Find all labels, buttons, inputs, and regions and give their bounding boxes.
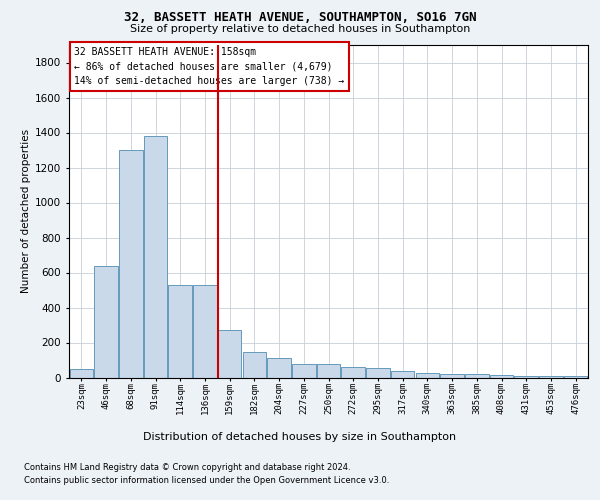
- Bar: [539, 376, 563, 378]
- Text: Contains HM Land Registry data © Crown copyright and database right 2024.: Contains HM Land Registry data © Crown c…: [24, 462, 350, 471]
- Text: Distribution of detached houses by size in Southampton: Distribution of detached houses by size …: [143, 432, 457, 442]
- Bar: [564, 376, 587, 378]
- Bar: [341, 367, 365, 378]
- Bar: [317, 364, 340, 378]
- Bar: [366, 368, 389, 378]
- Bar: [292, 364, 316, 378]
- Text: Contains public sector information licensed under the Open Government Licence v3: Contains public sector information licen…: [24, 476, 389, 485]
- Bar: [391, 371, 415, 378]
- Bar: [193, 285, 217, 378]
- Bar: [242, 352, 266, 378]
- Bar: [490, 376, 513, 378]
- Bar: [440, 374, 464, 378]
- Bar: [416, 372, 439, 378]
- Bar: [218, 330, 241, 378]
- Bar: [144, 136, 167, 378]
- Bar: [169, 285, 192, 378]
- Bar: [119, 150, 143, 378]
- Text: Size of property relative to detached houses in Southampton: Size of property relative to detached ho…: [130, 24, 470, 34]
- Y-axis label: Number of detached properties: Number of detached properties: [21, 129, 31, 294]
- Bar: [94, 266, 118, 378]
- Bar: [268, 358, 291, 378]
- Bar: [514, 376, 538, 378]
- Bar: [70, 369, 93, 378]
- Text: 32 BASSETT HEATH AVENUE: 158sqm
← 86% of detached houses are smaller (4,679)
14%: 32 BASSETT HEATH AVENUE: 158sqm ← 86% of…: [74, 46, 344, 86]
- Bar: [465, 374, 488, 378]
- Text: 32, BASSETT HEATH AVENUE, SOUTHAMPTON, SO16 7GN: 32, BASSETT HEATH AVENUE, SOUTHAMPTON, S…: [124, 11, 476, 24]
